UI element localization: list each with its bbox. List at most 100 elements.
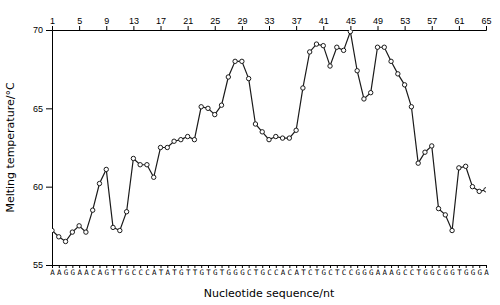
tick: C	[342, 265, 347, 277]
tick-label: G	[321, 268, 326, 277]
tick: A	[389, 265, 394, 277]
tick-label: C	[91, 268, 96, 277]
tick-label: C	[247, 268, 252, 277]
tick: 61	[454, 16, 464, 30]
tick-label: C	[342, 268, 347, 277]
tick: A	[294, 265, 299, 277]
tick-label: T	[220, 268, 225, 277]
tick-mark	[161, 26, 162, 30]
tick-label: C	[410, 268, 415, 277]
tick: 17	[156, 16, 166, 30]
tick: T	[335, 265, 340, 277]
tick: 49	[373, 16, 383, 30]
tick: G	[450, 265, 455, 277]
axis-line	[53, 26, 487, 31]
point	[369, 90, 373, 94]
tick: T	[206, 265, 211, 277]
tick: 21	[183, 16, 193, 30]
tick-label: T	[111, 268, 116, 277]
point	[260, 130, 264, 134]
tick-label: 45	[346, 16, 356, 26]
tick-label: A	[294, 268, 299, 277]
tick: A	[57, 265, 62, 277]
tick-label: C	[349, 268, 354, 277]
tick: A	[77, 265, 82, 277]
tick: C	[410, 265, 415, 277]
tick-label: 1	[50, 16, 55, 26]
tick-label: 17	[156, 16, 166, 26]
tick: A	[376, 265, 381, 277]
y-axis-title: Melting temperature/°C	[4, 82, 17, 212]
tick: G	[396, 265, 401, 277]
tick-label: C	[403, 268, 408, 277]
tick: T	[159, 265, 164, 277]
tick: 13	[129, 16, 139, 30]
tick-label: 55	[33, 260, 43, 270]
tick-label: 61	[454, 16, 464, 26]
tick-label: T	[254, 268, 259, 277]
tick: A	[152, 265, 157, 277]
tick-mark	[133, 26, 134, 30]
point	[321, 43, 325, 47]
point	[57, 235, 61, 239]
point	[348, 30, 352, 34]
tick: 37	[292, 16, 302, 30]
point	[199, 105, 203, 109]
point	[158, 145, 162, 149]
x-axis: AAGGAACAGTTGCCCATATGTTGTGTGGGCTGCCACATCT…	[50, 265, 489, 277]
tick-label: G	[240, 268, 245, 277]
point	[172, 139, 176, 143]
tick: G	[233, 265, 238, 277]
point	[138, 163, 142, 167]
point	[165, 145, 169, 149]
tick: G	[104, 265, 109, 277]
point	[396, 72, 400, 76]
y-axis: 55606570	[33, 25, 53, 270]
tick: G	[71, 265, 76, 277]
point	[382, 45, 386, 49]
point	[287, 136, 291, 140]
tick-label: 5	[77, 16, 82, 26]
tick-label: 9	[104, 16, 109, 26]
point	[294, 128, 298, 132]
tick: 65	[481, 16, 491, 30]
tick-label: 60	[33, 182, 43, 192]
tick: T	[416, 265, 421, 277]
point	[280, 136, 284, 140]
point	[443, 213, 447, 217]
tick-mark	[269, 26, 270, 30]
tick: C	[403, 265, 408, 277]
tick-label: G	[430, 268, 435, 277]
point	[84, 230, 88, 234]
tick: A	[98, 265, 103, 277]
tick: 55	[33, 260, 52, 270]
tick-label: G	[179, 268, 184, 277]
point	[328, 64, 332, 68]
tick: A	[484, 265, 489, 277]
point	[206, 106, 210, 110]
tick: G	[199, 265, 204, 277]
tick: G	[430, 265, 435, 277]
tick-label: 37	[292, 16, 302, 26]
tick: G	[369, 265, 374, 277]
tick-label: G	[355, 268, 360, 277]
tick-label: T	[159, 268, 164, 277]
point	[111, 225, 115, 229]
tick: 29	[237, 16, 247, 30]
tick: C	[308, 265, 313, 277]
tick-label: A	[389, 268, 394, 277]
tick: A	[166, 265, 171, 277]
point	[355, 69, 359, 73]
tick-label: T	[416, 268, 421, 277]
tick: 1	[50, 16, 55, 30]
point	[375, 45, 379, 49]
point	[213, 112, 217, 116]
tick: G	[213, 265, 218, 277]
point	[402, 83, 406, 87]
point	[450, 228, 454, 232]
tick: C	[247, 265, 252, 277]
tick-label: C	[138, 268, 143, 277]
tick-label: A	[98, 268, 103, 277]
tick-label: C	[437, 268, 442, 277]
tick-mark	[215, 26, 216, 30]
